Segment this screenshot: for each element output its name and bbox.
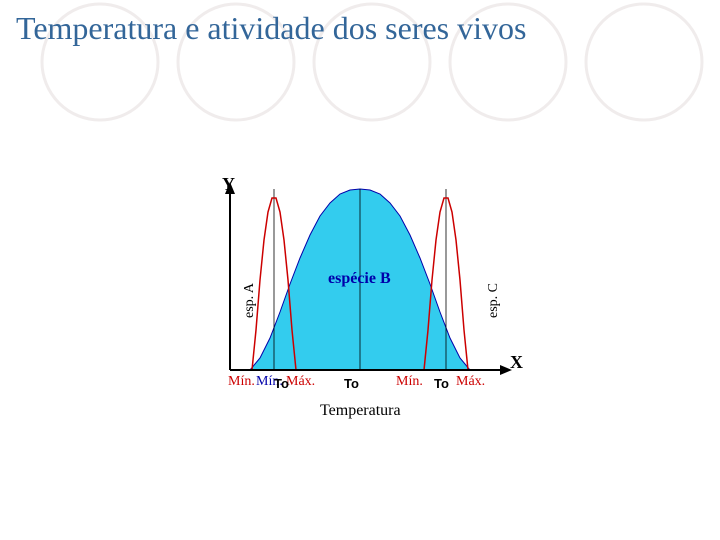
to-label: To <box>274 376 289 391</box>
species-a-label: esp. A <box>242 283 258 318</box>
chart: Y X esp. A esp. C espécie B Mín.Mín.Máx.… <box>170 180 550 460</box>
x-axis-letter: X <box>510 352 523 373</box>
page-title: Temperatura e atividade dos seres vivos <box>16 8 704 48</box>
x-axis-title: Temperatura <box>320 402 401 420</box>
species-c-label: esp. C <box>486 283 502 318</box>
tick-label: Mín. <box>228 374 255 390</box>
tick-label: Máx. <box>286 374 315 390</box>
to-label: To <box>434 376 449 391</box>
species-b-label: espécie B <box>328 270 391 288</box>
tick-label: Mín. <box>396 374 423 390</box>
slide: Temperatura e atividade dos seres vivos … <box>0 0 720 540</box>
y-axis-letter: Y <box>222 174 235 195</box>
tick-label: Máx. <box>456 374 485 390</box>
to-label: To <box>344 376 359 391</box>
